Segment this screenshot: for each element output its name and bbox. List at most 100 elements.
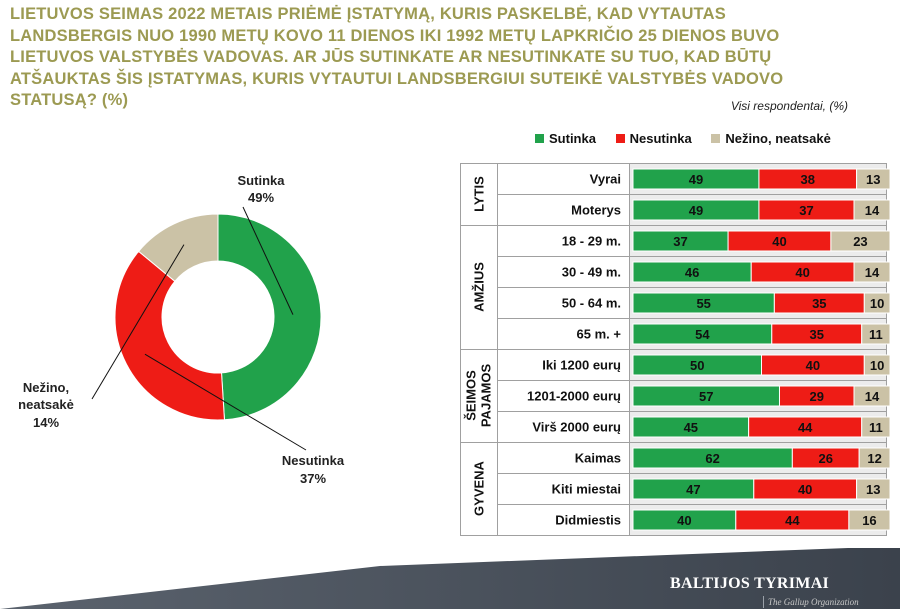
bar-value: 11 xyxy=(869,420,883,435)
bar-value: 46 xyxy=(685,265,699,280)
group-label: AMŽIUS xyxy=(472,262,487,312)
row-label-cell xyxy=(497,349,630,381)
donut-slice-2 xyxy=(114,250,225,421)
donut-value-2: 37% xyxy=(300,471,326,486)
legend-label-nesutinka: Nesutinka xyxy=(629,131,692,146)
bar-value: 55 xyxy=(696,296,710,311)
donut-label-1: Sutinka xyxy=(238,173,286,188)
donut-label-2: Nesutinka xyxy=(282,453,345,468)
bar-segment xyxy=(830,230,891,252)
stacked-bar-chart: LYTIS Vyrai 49 38 13 Moterys 49 37 14 AMŽIUS 18 - … xyxy=(460,163,891,536)
row-label: Virš 2000 eurų xyxy=(532,420,621,435)
row-label-cell xyxy=(497,504,630,536)
bar-value: 50 xyxy=(690,358,704,373)
chart-title: LIETUVOS SEIMAS 2022 METAIS PRIĖMĖ ĮSTAT… xyxy=(10,5,784,109)
bar-value: 10 xyxy=(870,296,884,311)
bar-value: 14 xyxy=(865,389,880,404)
bar-value: 40 xyxy=(806,358,820,373)
donut-leader-3 xyxy=(91,244,185,400)
bar-value: 23 xyxy=(853,234,867,249)
bar-segment xyxy=(858,447,891,469)
legend-swatch-nesutinka xyxy=(615,134,625,143)
bar-value: 10 xyxy=(870,358,884,373)
row-label-cell xyxy=(497,442,630,474)
bar-value: 38 xyxy=(801,172,815,187)
bar-segment xyxy=(861,416,891,438)
donut-label-3: neatsakė xyxy=(18,397,74,412)
brand-tagline: The Gallup Organization xyxy=(768,597,859,607)
row-label: 30 - 49 m. xyxy=(562,265,621,280)
brand-divider xyxy=(763,596,764,608)
footer-band xyxy=(0,548,900,609)
row-label: 50 - 64 m. xyxy=(562,296,621,311)
group-label-line: ŠEIMOS xyxy=(464,370,479,421)
bar-segment xyxy=(861,323,891,345)
bar-value: 26 xyxy=(819,451,833,466)
row-label-cell xyxy=(497,473,630,505)
bar-segment xyxy=(863,292,891,314)
group-label-line: PAJAMOS xyxy=(479,364,494,428)
group-cell xyxy=(460,163,498,226)
row-label: 1201-2000 eurų xyxy=(527,389,621,404)
bar-value: 49 xyxy=(689,172,703,187)
donut-value-1: 49% xyxy=(248,190,274,205)
bar-value: 49 xyxy=(689,203,703,218)
row-label: 65 m. + xyxy=(577,327,622,342)
row-label: Moterys xyxy=(571,203,621,218)
bar-value: 12 xyxy=(867,451,881,466)
bar-segment xyxy=(848,509,891,531)
row-label: Didmiestis xyxy=(555,513,621,528)
bar-segment xyxy=(853,385,891,407)
row-label: Kiti miestai xyxy=(552,482,621,497)
bar-value: 40 xyxy=(677,513,691,528)
donut-slice-1 xyxy=(217,213,322,421)
bar-value: 11 xyxy=(869,327,883,342)
bar-value: 44 xyxy=(798,420,813,435)
bar-value: 44 xyxy=(785,513,800,528)
group-cell xyxy=(460,225,498,350)
bar-segment xyxy=(856,478,891,500)
bar-segment xyxy=(856,168,891,190)
brand-logo: BALTIJOS TYRIMAI xyxy=(670,575,830,592)
bar-value: 40 xyxy=(798,482,812,497)
bar-value: 14 xyxy=(865,265,880,280)
chart-subtitle: Visi respondentai, (%) xyxy=(730,99,848,113)
row-label: 18 - 29 m. xyxy=(562,234,621,249)
bar-value: 13 xyxy=(866,172,880,187)
bar-value: 37 xyxy=(673,234,687,249)
legend-swatch-nezino xyxy=(711,134,721,143)
bar-value: 45 xyxy=(684,420,698,435)
donut-chart: Sutinka 49% Nesutinka 37% Nežino, neatsakė 14% xyxy=(18,173,345,486)
bar-value: 40 xyxy=(795,265,809,280)
group-cell xyxy=(460,349,498,443)
legend-item-nezino: Nežino, neatsakė xyxy=(711,131,831,146)
bar-value: 29 xyxy=(810,389,824,404)
group-label: GYVENA xyxy=(472,460,487,516)
donut-leader-2 xyxy=(144,353,307,451)
bar-value: 35 xyxy=(812,296,826,311)
row-label: Vyrai xyxy=(590,172,621,187)
bar-segment xyxy=(863,354,891,376)
bar-segment xyxy=(853,261,891,283)
bar-value: 14 xyxy=(865,203,880,218)
donut-leader-1 xyxy=(242,206,294,315)
legend-item-nesutinka: Nesutinka xyxy=(615,131,692,146)
legend-label-nezino: Nežino, neatsakė xyxy=(725,131,831,146)
bar-value: 47 xyxy=(686,482,700,497)
bar-value: 35 xyxy=(810,327,824,342)
group-label: LYTIS xyxy=(472,176,487,212)
legend-label-sutinka: Sutinka xyxy=(549,131,596,146)
bar-segment xyxy=(853,199,891,221)
legend-item-sutinka: Sutinka xyxy=(535,131,596,146)
donut-label-3: Nežino, xyxy=(23,380,69,395)
bar-value: 13 xyxy=(866,482,880,497)
group-cell xyxy=(460,442,498,536)
donut-slice-3 xyxy=(137,213,219,283)
row-label-cell xyxy=(497,256,630,288)
row-label-cell xyxy=(497,194,630,226)
row-label-cell xyxy=(497,287,630,319)
row-label-cell xyxy=(497,225,630,257)
row-label-cell xyxy=(497,318,630,350)
legend-swatch-sutinka xyxy=(535,134,544,143)
row-label: Kaimas xyxy=(575,451,621,466)
